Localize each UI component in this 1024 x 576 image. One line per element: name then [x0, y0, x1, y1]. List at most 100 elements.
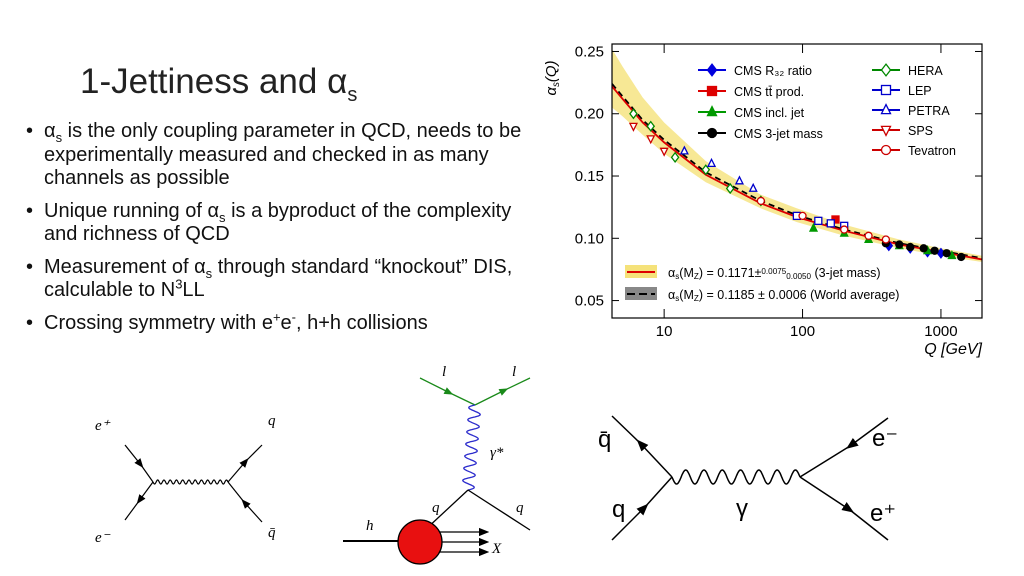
text-run: α	[44, 120, 56, 142]
legend-marker	[880, 84, 892, 96]
data-point	[881, 235, 891, 244]
plot-frame	[611, 43, 983, 319]
x-tick-label: 1000	[924, 323, 957, 340]
diagram-label: γ*	[490, 445, 504, 461]
plot-area	[612, 48, 982, 262]
text-run: Crossing symmetry with e	[44, 311, 273, 334]
data-point	[646, 120, 656, 132]
data-point	[808, 222, 819, 232]
diagram-label: h	[366, 518, 374, 534]
y-tick-label: 0.05	[575, 293, 604, 310]
bullet: αs is the only coupling parameter in QCD…	[26, 120, 526, 191]
data-point	[864, 231, 873, 240]
text-run: α	[668, 266, 675, 280]
data-point	[670, 151, 680, 163]
data-point	[798, 211, 807, 221]
y-axis-label: αs(Q)	[543, 60, 562, 95]
text-run: -	[291, 308, 296, 324]
y-tick-label: 0.10	[575, 230, 604, 247]
text-run: , h+h collisions	[296, 311, 428, 334]
legend-marker	[706, 105, 718, 117]
text-run: Z	[694, 272, 699, 281]
legend-marker	[706, 63, 718, 77]
text-run: LL	[182, 279, 205, 301]
text-run: s	[347, 84, 358, 106]
diagram-label: e⁻	[95, 530, 111, 546]
text-run: s	[55, 130, 63, 145]
bullet: Measurement of αs through standard “knoc…	[26, 256, 526, 303]
diagram-label: γ	[736, 495, 748, 522]
text-run: α	[668, 288, 675, 302]
text-run: Measurement of α	[44, 255, 206, 278]
data-point	[840, 225, 849, 234]
data-point	[895, 240, 904, 249]
data-point	[942, 249, 951, 258]
data-point	[756, 196, 766, 206]
legend-label: αs(MZ) = 0.1185 ± 0.0006 (World average)	[668, 288, 899, 303]
diagram-label: q̄	[268, 525, 276, 541]
text-run: s	[219, 209, 226, 225]
legend-label: Tevatron	[908, 144, 956, 158]
data-point	[748, 182, 758, 192]
bullet: Unique running of αs is a byproduct of t…	[26, 200, 526, 247]
data-point	[814, 216, 823, 226]
legend-label: SPS	[908, 124, 933, 138]
text-run: 0.0050	[786, 272, 811, 281]
diagram-label: e⁺	[95, 418, 111, 434]
data-point	[701, 164, 711, 176]
text-run: 3	[175, 276, 183, 292]
wavy-line	[462, 404, 481, 491]
data-point	[919, 244, 928, 253]
legend-label: PETRA	[908, 104, 950, 118]
diagram-label: q	[268, 413, 276, 429]
diagram-label: q̄	[598, 426, 611, 453]
legend-marker	[880, 125, 892, 137]
text-run: (M	[679, 288, 694, 302]
slide-title: 1-Jettiness and αs	[80, 62, 357, 105]
diagram-label: l	[512, 364, 516, 380]
text-run: s	[551, 82, 562, 87]
x-tick-label: 100	[790, 323, 815, 340]
wavy-line	[152, 479, 229, 485]
feynman-diagram-2	[343, 377, 531, 565]
text-run: s	[675, 272, 679, 281]
text-run: Unique running of α	[44, 199, 220, 222]
data-point	[906, 242, 915, 252]
diagram-label: X	[491, 541, 502, 557]
text-run: s	[205, 265, 213, 281]
data-point	[826, 219, 835, 228]
legend-marker	[706, 127, 718, 139]
text-run: 0.0075	[761, 267, 786, 276]
diagram-label: e⁺	[870, 500, 896, 527]
x-tick-label: 10	[656, 323, 673, 340]
bullet: Crossing symmetry with e+e-, h+h collisi…	[26, 308, 526, 336]
data-point	[930, 246, 939, 255]
data-point	[725, 182, 735, 195]
feynman-diagram-3	[611, 415, 889, 541]
bullet-list: αs is the only coupling parameter in QCD…	[26, 120, 526, 344]
legend-label: HERA	[908, 64, 943, 78]
text-run: (Q)	[543, 60, 560, 82]
data-point	[706, 157, 717, 168]
diagram-label: q	[432, 500, 440, 516]
data-point	[646, 135, 656, 145]
legend-label: CMS incl. jet	[734, 106, 805, 120]
data-point	[659, 147, 669, 157]
diagram-label: q	[516, 500, 524, 516]
y-tick-label: 0.20	[575, 106, 604, 123]
legend-label: CMS R₃₂ ratio	[734, 64, 812, 78]
text-run: is a byproduct of the complexity and ric…	[44, 199, 512, 246]
text-run: (3-jet mass)	[811, 266, 880, 280]
legend-marker	[880, 63, 892, 77]
text-run: (M	[679, 266, 694, 280]
text-run: ) = 0.1171±	[699, 266, 762, 280]
diagram-label: e⁻	[872, 425, 898, 452]
data-point	[957, 252, 966, 262]
text-run: s	[675, 294, 679, 303]
wavy-line	[671, 469, 801, 485]
legend-marker	[706, 85, 718, 97]
diagram-label: l	[442, 364, 446, 380]
legend-label: αs(MZ) = 0.1171±0.00750.0050 (3-jet mass…	[668, 266, 881, 281]
